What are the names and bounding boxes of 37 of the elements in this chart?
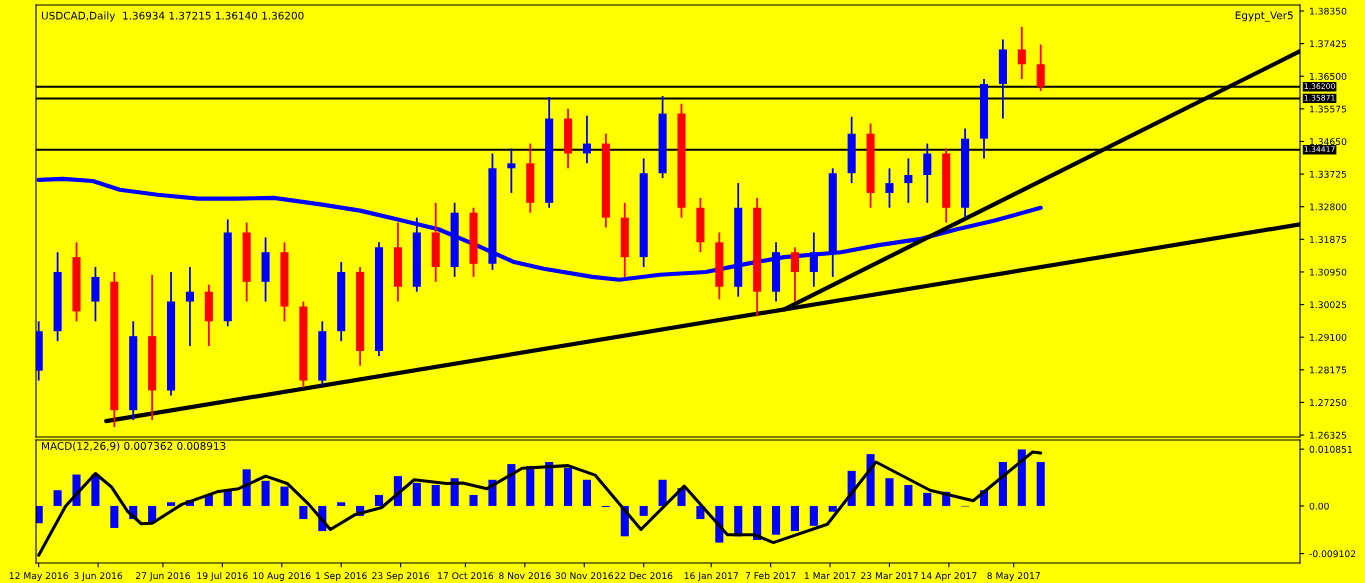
x-tick-label: 3 Jun 2016 <box>74 572 123 581</box>
x-tick-label: 23 Sep 2016 <box>372 572 430 581</box>
text: USDCAD,Daily 1.36934 1.37215 1.36140 1.36200 <box>41 11 304 22</box>
chart-title: MACD(12,26,9) 0.007362 0.008913 <box>42 441 226 452</box>
y-tick-label: 1.30950 <box>1310 268 1347 276</box>
y-tick-label: 1.33725 <box>1310 170 1347 178</box>
annotation: Egypt_Ver5 <box>1235 11 1293 22</box>
x-tick-label: 22 Dec 2016 <box>615 572 673 580</box>
x-tick-label: 17 Oct 2016 <box>438 572 494 580</box>
x-tick-label: 1 Sep 2016 <box>316 572 367 581</box>
y-tick-label: 1.31875 <box>1310 236 1347 243</box>
y-tick-label: 1.29100 <box>1310 333 1347 341</box>
x-tick-label: 12 May 2016 <box>9 572 69 581</box>
y-tick-label: 1.28175 <box>1310 366 1347 374</box>
y-tick-label: 1.35575 <box>1310 105 1347 113</box>
x-tick-label: 14 Apr 2017 <box>921 572 977 581</box>
y-tick-label: 1.36500 <box>1310 72 1347 80</box>
x-tick-label: 8 May 2017 <box>987 572 1040 581</box>
x-tick-label: 10 Aug 2016 <box>253 572 311 581</box>
x-tick-label: 27 Jun 2016 <box>136 572 190 581</box>
y-tick-label: 0.010851 <box>1309 445 1352 453</box>
y-tick-label: -0.009102 <box>1309 550 1356 558</box>
y-tick-label: 1.32800 <box>1310 203 1347 211</box>
x-tick-label: 8 Nov 2016 <box>499 572 551 580</box>
y-tick-label: 1.38350 <box>1310 7 1347 15</box>
y-tick-label: 1.34650 <box>1310 138 1347 146</box>
y-tick-label: 1.27250 <box>1310 399 1347 407</box>
y-tick-label: 1.37425 <box>1310 40 1347 48</box>
y-tick-label: 1.30025 <box>1310 301 1347 309</box>
x-tick-label: 7 Feb 2017 <box>745 572 796 580</box>
x-tick-label: 16 Jan 2017 <box>684 572 738 581</box>
x-tick-label: 19 Jul 2016 <box>197 572 248 581</box>
y-tick-label: 0.00 <box>1309 502 1329 510</box>
x-tick-label: 1 Mar 2017 <box>804 572 856 580</box>
x-tick-label: 23 Mar 2017 <box>861 572 918 580</box>
x-tick-label: 30 Nov 2016 <box>555 572 614 580</box>
y-tick-label: 1.26325 <box>1310 431 1347 439</box>
